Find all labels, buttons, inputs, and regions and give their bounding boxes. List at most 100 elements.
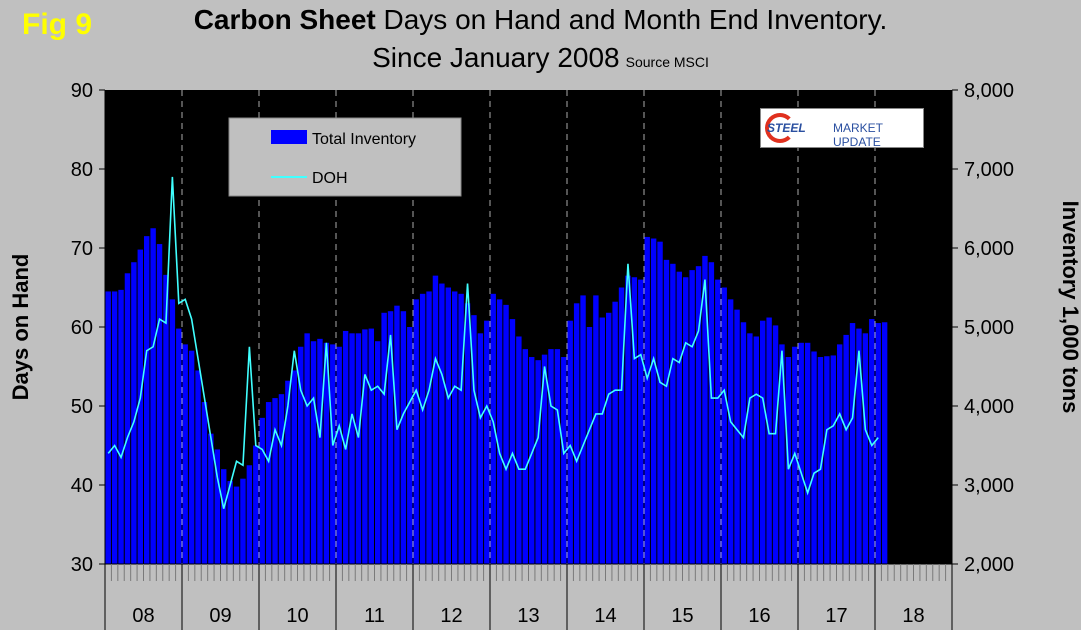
inventory-bar (169, 299, 176, 564)
inventory-bar (727, 299, 734, 564)
inventory-bar (278, 394, 285, 564)
inventory-bar (214, 449, 220, 564)
inventory-bar (856, 328, 862, 564)
inventory-bar (272, 398, 278, 564)
inventory-bar (285, 380, 291, 564)
inventory-bar (156, 244, 163, 565)
left-tick-label: 90 (71, 80, 93, 102)
inventory-bar (567, 320, 573, 564)
inventory-bar (695, 266, 702, 564)
legend-swatch-total-inventory (271, 130, 307, 144)
left-tick-label: 70 (71, 238, 93, 260)
inventory-bar (458, 293, 464, 564)
inventory-bar (355, 333, 362, 564)
right-tick-label: 2,000 (964, 554, 1014, 576)
inventory-bar (663, 259, 670, 564)
left-tick-label: 30 (71, 554, 93, 576)
x-tick-label: 18 (902, 605, 924, 627)
inventory-bar (362, 329, 368, 564)
inventory-bar (118, 289, 124, 564)
inventory-bar (253, 445, 259, 564)
inventory-bar (580, 295, 586, 564)
x-tick-label: 11 (364, 605, 385, 627)
right-tick-label: 7,000 (964, 159, 1014, 181)
inventory-bar (227, 481, 233, 564)
inventory-bar (824, 356, 830, 564)
inventory-bar (554, 349, 561, 564)
inventory-bar (721, 287, 727, 564)
inventory-bar (291, 370, 297, 564)
inventory-bar (631, 277, 638, 564)
inventory-bar (766, 317, 772, 564)
inventory-bar (593, 295, 599, 564)
inventory-bar (298, 346, 304, 564)
inventory-bar (439, 283, 445, 564)
inventory-bar (111, 291, 118, 564)
inventory-bar (137, 249, 143, 564)
left-tick-label: 40 (71, 475, 93, 497)
inventory-bar (798, 342, 804, 564)
legend: Total Inventory DOH (228, 117, 462, 197)
inventory-bar (599, 317, 605, 564)
inventory-bar (689, 270, 695, 564)
inventory-bar (188, 350, 195, 564)
inventory-bar (484, 320, 490, 564)
inventory-bar (259, 417, 265, 564)
inventory-bar (317, 338, 323, 564)
chart-title-bold: Carbon Sheet (193, 4, 376, 35)
inventory-bar (708, 262, 715, 564)
left-tick-label: 80 (71, 159, 93, 181)
logo-word-market-update: MARKET UPDATE (833, 121, 883, 149)
inventory-bar (747, 333, 753, 564)
chart-subtitle: Since January 2008 Source MSCI (0, 42, 1081, 74)
x-tick-label: 10 (286, 605, 308, 627)
inventory-bar (657, 241, 663, 564)
inventory-bar (426, 291, 432, 564)
x-tick-label: 17 (825, 605, 847, 627)
inventory-bar (753, 336, 759, 564)
inventory-bar (618, 287, 625, 564)
inventory-bar (830, 355, 836, 564)
right-tick-label: 4,000 (964, 396, 1014, 418)
x-axis: 08 09 10 11 12 13 14 15 16 17 18 (104, 563, 953, 630)
inventory-bars (105, 228, 888, 565)
inventory-bar (625, 275, 631, 564)
inventory-bar (432, 275, 439, 564)
inventory-bar (131, 262, 137, 564)
inventory-bar (201, 402, 208, 564)
logo-word-steel: STEEL (767, 121, 806, 135)
inventory-bar (811, 351, 817, 564)
inventory-bar (265, 402, 272, 564)
chart-title: Carbon Sheet Days on Hand and Month End … (0, 4, 1081, 36)
inventory-bar (419, 293, 426, 564)
inventory-bar (548, 349, 554, 564)
x-tick-label: 16 (748, 605, 770, 627)
x-tick-label: 09 (209, 605, 231, 627)
inventory-bar (670, 263, 676, 564)
right-tick-label: 3,000 (964, 475, 1014, 497)
right-axis-title: Inventory 1,000 tons (1058, 201, 1081, 414)
inventory-bar (837, 344, 843, 564)
chart-source: Source MSCI (625, 54, 709, 70)
left-tick-label: 60 (71, 317, 93, 339)
inventory-bar (394, 305, 400, 564)
inventory-bar (496, 299, 503, 564)
legend-label-total-inventory: Total Inventory (312, 131, 416, 148)
legend-label-doh: DOH (312, 170, 348, 187)
inventory-bar (760, 320, 766, 564)
inventory-bar (400, 311, 407, 564)
inventory-bar (522, 349, 528, 564)
inventory-bar (740, 322, 747, 564)
x-tick-label: 08 (132, 605, 154, 627)
inventory-bar (221, 469, 227, 564)
inventory-bar (509, 319, 516, 564)
inventory-bar (387, 311, 394, 564)
inventory-bar (368, 328, 374, 564)
x-tick-label: 15 (671, 605, 693, 627)
inventory-bar (323, 342, 330, 564)
inventory-bar (182, 344, 188, 564)
right-axis-ticks: 2,000 3,000 4,000 5,000 6,000 7,000 8,000 (951, 80, 1014, 576)
inventory-bar (612, 301, 618, 564)
inventory-bar (772, 325, 779, 564)
